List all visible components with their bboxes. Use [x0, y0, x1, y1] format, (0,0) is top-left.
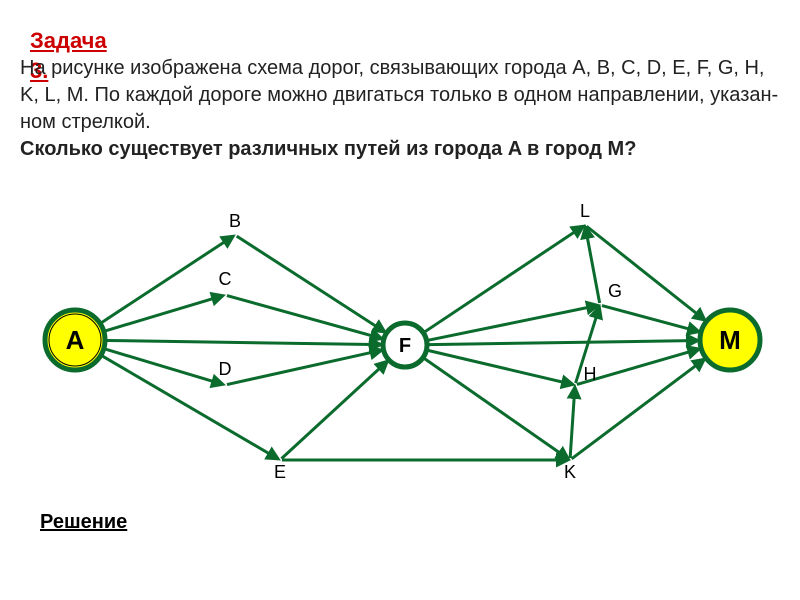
edge-G-L: [585, 227, 599, 303]
edge-K-H: [570, 387, 575, 458]
node-label-B: B: [229, 211, 241, 231]
node-label-G: G: [608, 281, 622, 301]
node-label-M: M: [719, 325, 741, 355]
task-title: Задача: [30, 28, 107, 54]
desc-text: На рисунке изоб­ра­же­на схема дорог, св…: [20, 57, 778, 133]
node-label-K: K: [564, 462, 576, 480]
edge-F-K: [425, 359, 569, 459]
edge-F-L: [425, 226, 583, 332]
node-label-C: C: [219, 269, 232, 289]
node-label-A: A: [66, 325, 85, 355]
node-label-L: L: [580, 201, 590, 221]
edge-D-F: [227, 350, 382, 384]
node-label-D: D: [219, 359, 232, 379]
edge-A-B: [102, 236, 234, 322]
edge-A-C: [106, 296, 223, 331]
edge-G-M: [602, 306, 699, 332]
node-label-E: E: [274, 462, 286, 480]
desc-question: Сколь­ко су­ще­ству­ет раз­лич­ных путей…: [20, 138, 636, 160]
node-label-F: F: [399, 335, 411, 357]
edge-F-H: [428, 350, 573, 384]
edge-A-E: [103, 356, 279, 459]
edge-F-M: [429, 340, 698, 344]
node-label-H: H: [584, 364, 597, 384]
solution-label: Решение: [40, 510, 120, 534]
road-graph: A B C D E F G H K L M: [30, 200, 770, 480]
edge-E-F: [281, 361, 387, 458]
edge-A-F: [107, 340, 381, 344]
edge-C-F: [227, 296, 382, 339]
task-description: На рисунке изоб­ра­же­на схема дорог, св…: [20, 55, 780, 163]
